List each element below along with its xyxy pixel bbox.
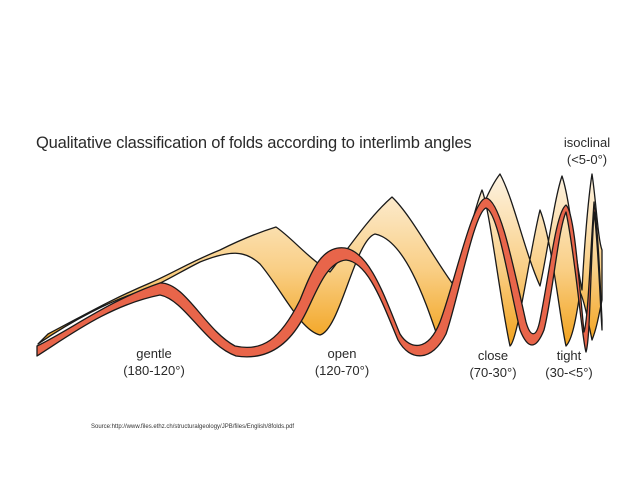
label-close: close (70-30°) [460,347,526,381]
open-range: (120-70°) [314,363,370,378]
label-tight: tight (30-<5°) [536,347,602,381]
source-citation: Source:http://www.files.ethz.ch/structur… [91,424,295,430]
gentle-name: gentle [136,346,172,361]
tight-range: (30-<5°) [545,365,593,380]
tight-name: tight [556,348,582,363]
gentle-range: (180-120°) [123,363,185,378]
close-range: (70-30°) [469,365,517,380]
label-gentle: gentle (180-120°) [116,345,192,379]
close-name: close [477,348,509,363]
label-isoclinal: isoclinal (<5-0°) [552,134,622,168]
fold-top-surface [37,173,603,347]
diagram-title: Qualitative classification of folds acco… [36,134,472,152]
isoclinal-range: (<5-0°) [566,152,608,167]
isoclinal-name: isoclinal [563,135,611,150]
label-open: open (120-70°) [304,345,380,379]
fold-front-layer [36,197,603,358]
open-name: open [327,346,357,361]
